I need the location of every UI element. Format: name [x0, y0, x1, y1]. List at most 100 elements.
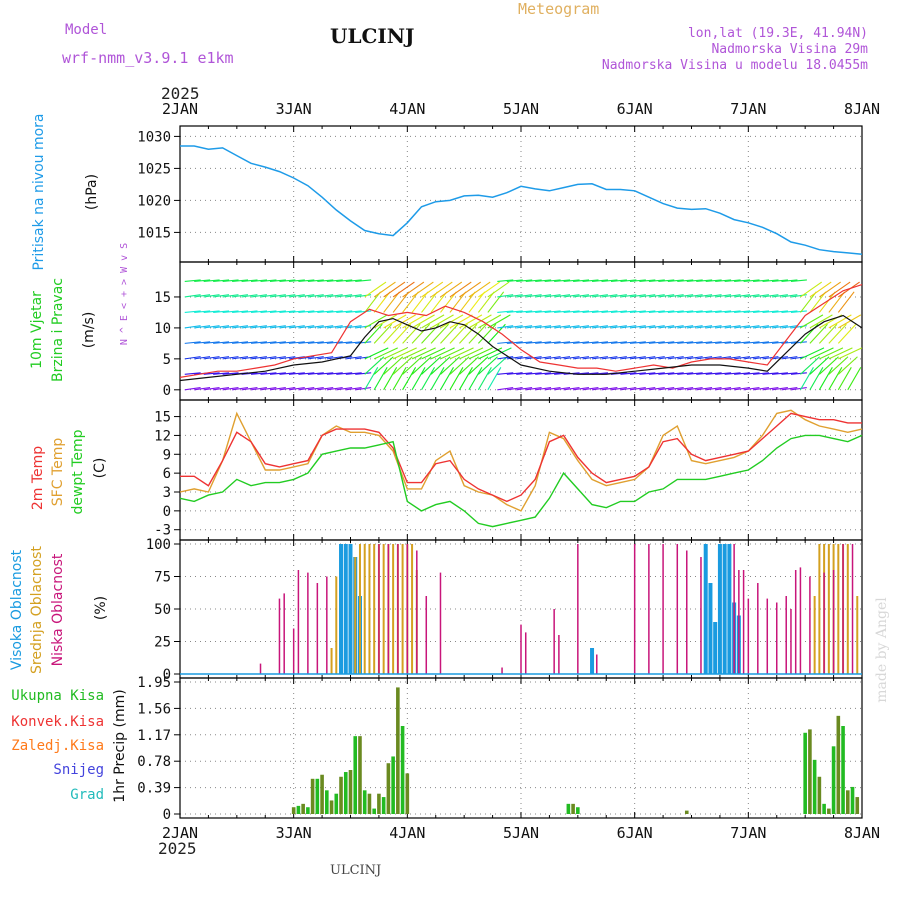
temp-ylabel: 2m Temp SFC Temp dewpt Temp (C)	[30, 429, 108, 514]
wind-barb	[298, 310, 315, 313]
wind-barb	[601, 294, 618, 298]
wind-barb	[667, 294, 684, 298]
wind-barb	[373, 314, 397, 329]
wind-barb	[449, 356, 470, 375]
wind-barb	[686, 294, 703, 298]
wind-barb	[667, 356, 684, 360]
wind-barb	[279, 372, 296, 375]
precip-ylabel-text: 1hr Precip (mm)	[112, 689, 128, 802]
wind-barb	[392, 281, 415, 298]
wind-barb	[724, 294, 741, 298]
wind-barb	[705, 310, 722, 313]
low-cloud-bar	[520, 624, 522, 674]
wind-barb	[288, 325, 305, 329]
wind-barb	[724, 341, 741, 344]
low-cloud-bar	[832, 570, 835, 674]
high-cloud-bar	[713, 622, 718, 674]
wind-barb	[184, 372, 201, 375]
wind-barb	[421, 367, 436, 391]
cloud-ylabel-high: Visoka Oblacnost	[9, 549, 25, 670]
wind-barb	[601, 279, 618, 283]
wind-barb	[336, 387, 353, 391]
wind-barb	[724, 279, 741, 283]
mid-cloud-bar	[813, 596, 816, 674]
wind-barb	[715, 310, 732, 313]
wind-barb	[516, 325, 533, 329]
low-cloud-bar	[799, 567, 802, 674]
y-tick-label: 1.17	[137, 728, 171, 744]
wind-barb	[535, 325, 552, 329]
temp2m-line	[180, 412, 862, 503]
wind-barb	[677, 294, 694, 298]
wind-barb	[715, 279, 732, 283]
x-tick-label-bottom: 6JAN	[617, 824, 653, 842]
wind-barb	[392, 323, 412, 344]
wind-barb	[411, 291, 429, 313]
y-tick-label: 100	[146, 537, 171, 553]
precip-bar	[353, 736, 358, 814]
wind-barb	[373, 281, 396, 298]
wind-barb	[459, 347, 484, 360]
pressure-ylabel: Pritisak na nivou mora (hPa)	[31, 113, 100, 270]
wind-barb	[364, 367, 379, 391]
wind-ylabel-line2: Brzina i Pravac	[50, 278, 66, 382]
wind-barb	[260, 387, 277, 391]
wind-barb	[809, 347, 834, 360]
wind-barb	[818, 291, 836, 313]
wind-barb	[838, 314, 862, 329]
wind-barb	[582, 387, 599, 391]
wind-barb	[506, 341, 523, 344]
wind-barb	[288, 310, 305, 313]
wind-barb	[771, 325, 788, 329]
wind-barb	[544, 325, 561, 329]
wind-barb	[639, 310, 656, 313]
wind-barb	[279, 387, 296, 391]
wind-barb	[686, 356, 703, 360]
wind-barb	[582, 279, 599, 283]
y-tick-label: 25	[154, 635, 171, 651]
lonlat-label: lon,lat (19.3E, 41.94N)	[688, 26, 868, 41]
wind-barb	[373, 291, 391, 313]
wind-barb	[468, 291, 486, 313]
precip-bar	[291, 807, 296, 814]
precip-bar	[400, 726, 405, 814]
wind-barb	[648, 325, 665, 329]
precip-bar	[377, 793, 381, 814]
wind-barb	[222, 279, 239, 283]
low-cloud-bar	[823, 572, 825, 674]
wind-barb	[213, 372, 230, 375]
wind-barb	[639, 279, 656, 283]
wind-barb	[753, 310, 770, 313]
wind-barb	[250, 310, 268, 313]
wind-barb	[696, 372, 713, 375]
wind-barb	[260, 356, 277, 360]
temp-ylabel-unit: (C)	[92, 458, 108, 479]
temp-ylabel-2m: 2m Temp	[30, 446, 46, 510]
precip-bar	[315, 778, 320, 814]
wind-barb	[658, 341, 675, 344]
wind-barb	[402, 347, 427, 360]
wind-barb	[203, 294, 220, 298]
wind-barb	[734, 341, 751, 344]
wind-barb	[620, 356, 637, 360]
wind-barb	[222, 341, 239, 344]
wind-barb	[402, 281, 425, 298]
wind-barb	[213, 279, 230, 283]
wind-barb	[734, 325, 751, 329]
wind-barb	[544, 279, 561, 283]
y-tick-label: 9	[163, 447, 171, 463]
wind-barb	[326, 294, 343, 298]
wind-barb	[686, 387, 703, 391]
wind-barb	[497, 356, 514, 360]
y-tick-label: 1.95	[137, 675, 171, 691]
wind-barb	[573, 279, 590, 283]
wind-barb	[487, 281, 510, 298]
wind-barb	[516, 341, 533, 344]
high-cloud-bar	[348, 544, 353, 674]
wind-barb	[232, 294, 249, 298]
y-tick-label: 0	[163, 504, 171, 520]
wind-barb	[317, 294, 334, 298]
wind-barb	[629, 356, 646, 360]
wind-barb	[648, 310, 665, 313]
